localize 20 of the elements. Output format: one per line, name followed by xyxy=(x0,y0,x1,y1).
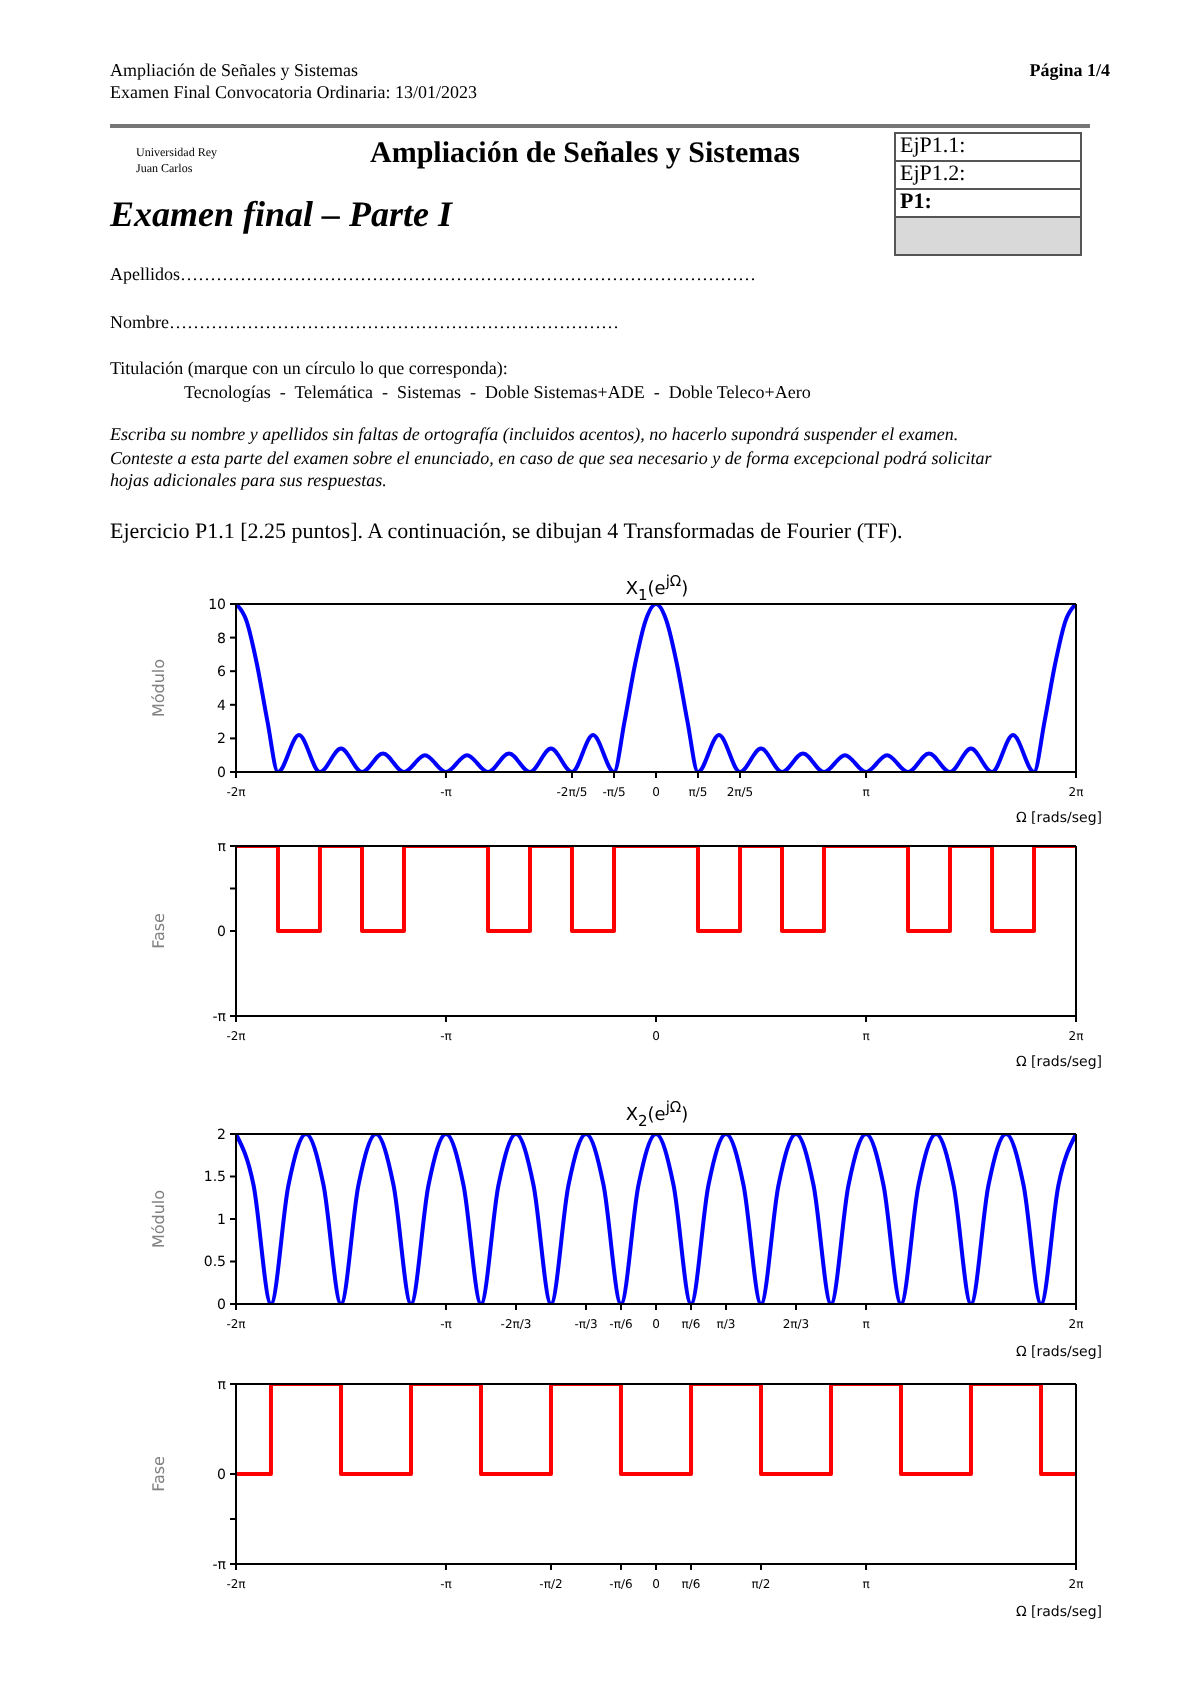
text: Ejercicio P1.1 [2.25 puntos]. A continuación, se dibujan 4 Transformadas de Fourier (TF). xyxy=(110,520,903,548)
y-axis-title: Fase xyxy=(149,912,168,949)
text: Apellidos…………………………………………………………………………………… xyxy=(110,264,756,287)
text: Conteste a esta parte del examen sobre el enunciado, en caso de que sea necesario y de forma excepcional podrá solicitar hojas adicionales para sus respuestas. xyxy=(110,448,994,493)
chart-title: X$_{1}$(e$^{jΩ}$) xyxy=(623,572,691,604)
score-table: EjP1.1: EjP1.2: P1: xyxy=(894,132,1082,256)
text: Ampliación de Señales y Sistemas xyxy=(110,60,358,83)
text: Examen Final Convocatoria Ordinaria: 13/01/2023 xyxy=(110,82,477,105)
chart-title: X$_{2}$(e$^{jΩ}$) xyxy=(623,1098,691,1130)
text: Examen final – Parte I xyxy=(110,192,453,237)
text: Tecnologías - Telemática - Sistemas - Doble Sistemas+ADE - Doble Teleco+Aero xyxy=(184,382,811,405)
text: Titulación (marque con un círculo lo que corresponda): xyxy=(110,358,508,381)
text: Escriba su nombre y apellidos sin faltas de ortografía (incluidos acentos), no hacerlo supondrá suspender el examen. xyxy=(110,424,961,447)
text: Página 1/4 xyxy=(1029,60,1110,83)
text: Nombre………………………………………………………………… xyxy=(110,312,619,335)
y-axis-title: Fase xyxy=(149,1455,168,1492)
text: Ampliación de Señales y Sistemas xyxy=(370,136,801,174)
y-axis-title: Módulo xyxy=(149,1189,168,1249)
y-axis-title: Módulo xyxy=(149,658,168,718)
line-series xyxy=(236,604,1076,772)
